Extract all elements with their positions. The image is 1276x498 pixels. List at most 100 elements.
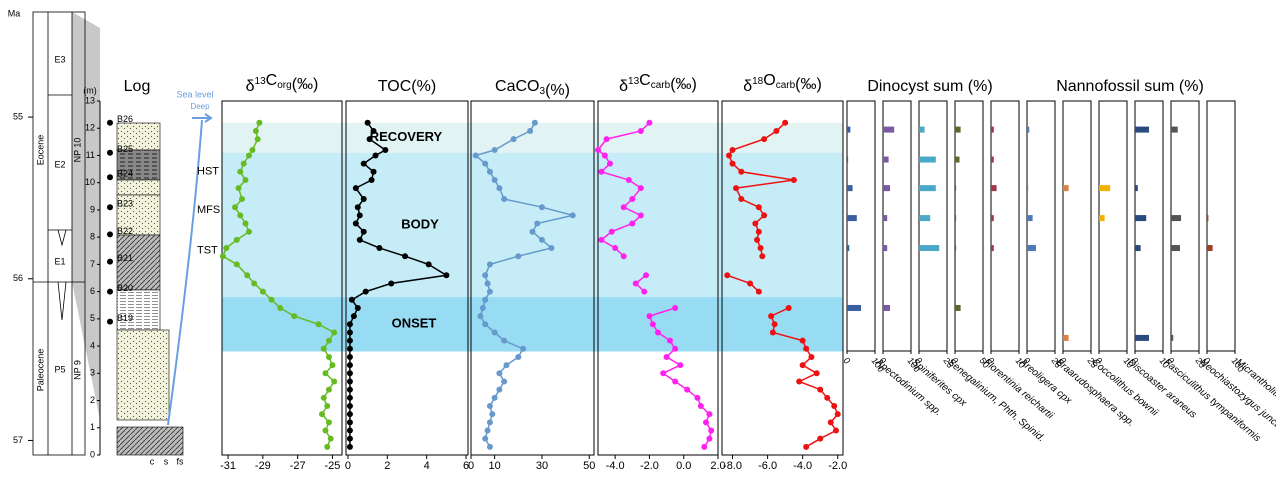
data-point (510, 136, 517, 143)
bar (883, 304, 890, 311)
sample-dot (107, 231, 113, 238)
sample-dot (107, 119, 113, 126)
bar (847, 185, 853, 192)
sample-dot (107, 258, 113, 265)
title-part: TOC(%) (378, 78, 436, 95)
depth-tick-label: 4 (90, 340, 95, 350)
data-point (346, 362, 353, 369)
data-point (548, 245, 555, 252)
panel-frame (918, 100, 948, 352)
data-point (245, 152, 252, 159)
data-point (319, 411, 325, 418)
bar (883, 245, 888, 252)
ma-tick-label: 56 (13, 273, 23, 283)
bands (222, 122, 843, 352)
data-point (607, 160, 613, 167)
bar (919, 126, 925, 133)
data-point (240, 160, 247, 167)
data-point (360, 228, 367, 235)
systems-tract: TST (197, 245, 218, 257)
data-point (256, 119, 263, 126)
data-point (331, 378, 338, 385)
bar (955, 215, 957, 222)
data-line (474, 122, 573, 448)
bar (847, 245, 850, 252)
data-point (655, 329, 661, 336)
bar (1135, 185, 1138, 192)
data-point (649, 321, 656, 328)
data-point (598, 168, 605, 175)
bar (883, 215, 888, 222)
taxon-name: Apectodinium spp. (873, 356, 944, 418)
data-point (331, 329, 338, 336)
data-point (771, 321, 778, 328)
bar (955, 156, 960, 163)
data-point (486, 288, 493, 295)
depth-tick-label: 9 (90, 204, 95, 214)
panel-title: TOC(%) (378, 78, 436, 95)
data-point (724, 272, 731, 279)
bar (955, 185, 957, 192)
x-tick-label: 0 (345, 460, 351, 472)
data-point (346, 370, 353, 377)
data-point (382, 147, 389, 154)
bar (955, 245, 957, 252)
data-point (747, 280, 754, 287)
bar (991, 156, 994, 163)
zone-label: E1 (54, 256, 65, 266)
bar (1135, 126, 1149, 133)
depth-tick-label: 12 (85, 123, 95, 133)
data-point (531, 119, 538, 126)
data-point (244, 272, 251, 279)
data-point (660, 370, 667, 377)
panel-title: δ18Ocarb(‰) (743, 72, 822, 95)
x-tick-label: 0 (985, 356, 996, 366)
data-point (817, 386, 824, 393)
panel-frame (1134, 100, 1164, 352)
title-part: carb (776, 80, 796, 91)
data-point (268, 296, 275, 303)
data-point (827, 419, 834, 426)
data-point (484, 280, 491, 287)
panel-frame (1062, 100, 1092, 352)
data-point (527, 127, 534, 134)
title-part: δ (619, 78, 628, 95)
data-point (346, 443, 353, 450)
x-tick-label: -29 (255, 460, 271, 472)
band (222, 297, 843, 352)
data-point (425, 261, 432, 268)
data-point (496, 386, 503, 393)
data-point (346, 402, 353, 409)
data-point (320, 345, 327, 352)
ma-label: Ma (8, 8, 21, 18)
data-point (324, 443, 331, 450)
data-point (603, 136, 610, 143)
systems-tract: MFS (197, 204, 220, 216)
bar (1171, 215, 1182, 222)
data-point (501, 337, 508, 344)
depth-tick-label: 13 (85, 95, 95, 105)
title-part: org (277, 80, 291, 91)
data-point (237, 212, 244, 219)
data-point (346, 345, 353, 352)
bar (1027, 185, 1029, 192)
title-part: (‰) (795, 76, 822, 93)
bar (1099, 185, 1111, 192)
title-part: CaCO (495, 78, 539, 95)
data-point (694, 394, 701, 401)
bar (919, 156, 936, 163)
data-point (233, 236, 240, 243)
data-point (237, 168, 244, 175)
bar (991, 126, 994, 133)
data-point (223, 245, 230, 252)
data-point (729, 147, 736, 154)
data-point (595, 147, 601, 154)
depth-tick-label: 0 (90, 449, 95, 459)
zone-label: E2 (54, 159, 65, 169)
sample-label: B23 (117, 199, 133, 209)
deep-label: Deep (190, 102, 210, 111)
bar (1027, 126, 1030, 133)
data-point (755, 204, 762, 211)
bar (1171, 126, 1178, 133)
x-tick-label: 10 (489, 460, 501, 472)
